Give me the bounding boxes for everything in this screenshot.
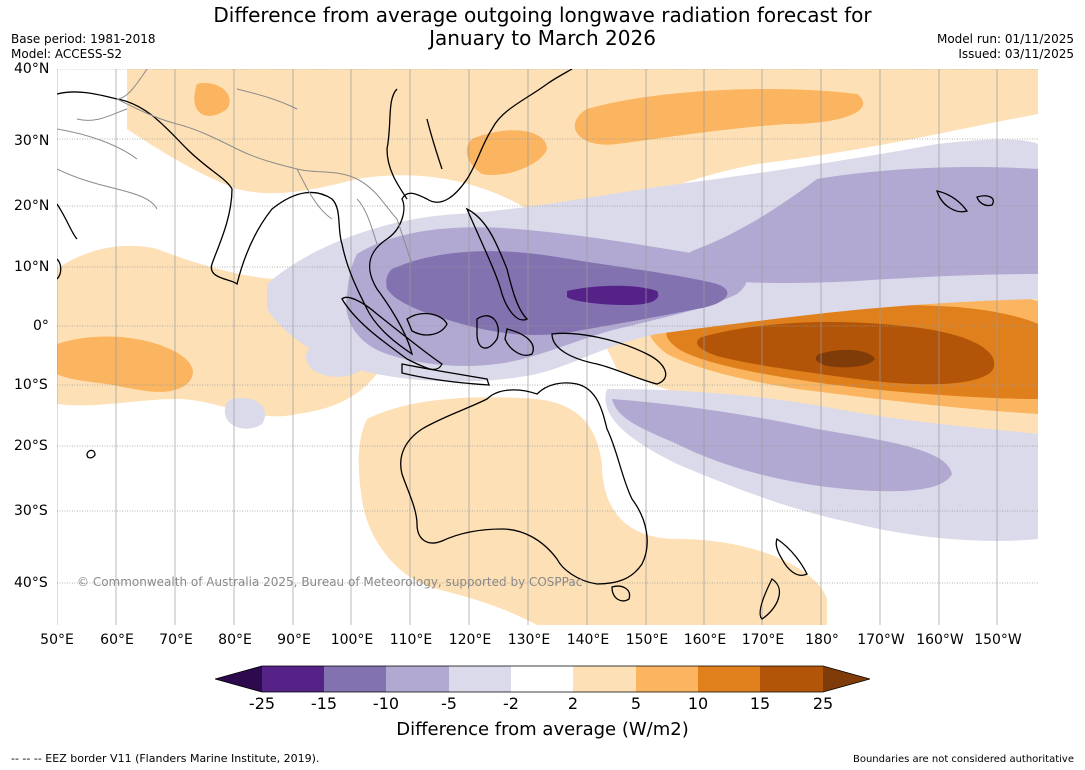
olr-anomaly-map[interactable]: © Commonwealth of Australia 2025, Bureau… [57,69,1038,625]
colorbar-over-arrow [823,666,870,692]
lon-label-80e: 80°E [218,632,252,648]
colorbar-bin-2 [324,666,386,692]
colorbar-label-minus5: -5 [441,694,457,713]
title-line-1: Difference from average outgoing longwav… [213,3,872,27]
colorbar-label-minus10: -10 [372,694,400,713]
lon-label-150e: 150°E [625,632,669,648]
copyright-notice: © Commonwealth of Australia 2025, Bureau… [77,575,582,589]
lon-label-140e: 140°E [566,632,610,648]
colorbar-label-15: 15 [749,694,771,713]
colorbar [215,665,870,693]
colorbar-bin-4 [449,666,511,692]
colorbar-title: Difference from average (W/m2) [396,719,689,740]
lon-label-180: 180° [805,632,839,648]
positive-anomaly-over-25 [815,349,875,368]
lat-label-40s: 40°S [14,575,48,591]
colorbar-outline [215,665,870,693]
graticule [57,69,1038,625]
lon-label-170w: 170°W [857,632,905,648]
lat-label-0: 0° [33,318,49,334]
colorbar-bin-5 [511,666,573,692]
colorbar-label-2: 2 [567,694,579,713]
colorbar-bin-1 [262,666,324,692]
boundary-disclaimer: Boundaries are not considered authoritat… [852,754,1074,765]
lat-label-20n: 20°N [14,198,50,214]
title-line-2: January to March 2026 [429,26,656,50]
colorbar-label-10: 10 [687,694,709,713]
lat-label-40n: 40°N [14,61,50,77]
model-label: Model: ACCESS-S2 [11,47,123,61]
colorbar-label-minus25: -25 [248,694,276,713]
colorbar-bin-3 [386,666,449,692]
lon-label-160e: 160°E [683,632,727,648]
map-title: Difference from average outgoing longwav… [0,4,1085,50]
colorbar-label-minus2: -2 [503,694,519,713]
colorbar-label-5: 5 [630,694,642,713]
lat-label-10n: 10°N [14,259,50,275]
coastlines [57,69,994,620]
lon-label-90e: 90°E [277,632,311,648]
lon-label-130e: 130°E [507,632,551,648]
lat-label-20s: 20°S [14,438,48,454]
colorbar-under-arrow [215,666,262,692]
colorbar-bin-7 [636,666,698,692]
lon-label-70e: 70°E [159,632,193,648]
lat-label-10s: 10°S [14,377,48,393]
lon-label-110e: 110°E [389,632,433,648]
colorbar-bin-6 [573,666,636,692]
negative-anomaly-10-15 [386,251,728,335]
lon-label-150w: 150°W [974,632,1022,648]
lon-label-120e: 120°E [448,632,492,648]
colorbar-bin-9 [760,666,823,692]
lat-label-30n: 30°N [14,133,50,149]
country-borders [57,69,413,265]
lat-label-30s: 30°S [14,503,48,519]
model-run-label: Model run: 01/11/2025 [936,32,1074,46]
lon-label-170e: 170°E [741,632,785,648]
lon-label-50e: 50°E [40,632,74,648]
colorbar-label-minus15: -15 [310,694,338,713]
colorbar-bin-8 [698,666,760,692]
eez-note: -- -- -- EEZ border V11 (Flanders Marine… [11,752,320,765]
issued-label: Issued: 03/11/2025 [958,47,1074,61]
base-period-label: Base period: 1981-2018 [11,32,156,46]
colorbar-label-25: 25 [812,694,834,713]
lon-label-60e: 60°E [100,632,134,648]
lon-label-160w: 160°W [916,632,964,648]
negative-anomaly-15-25 [567,285,659,305]
lon-label-100e: 100°E [330,632,374,648]
